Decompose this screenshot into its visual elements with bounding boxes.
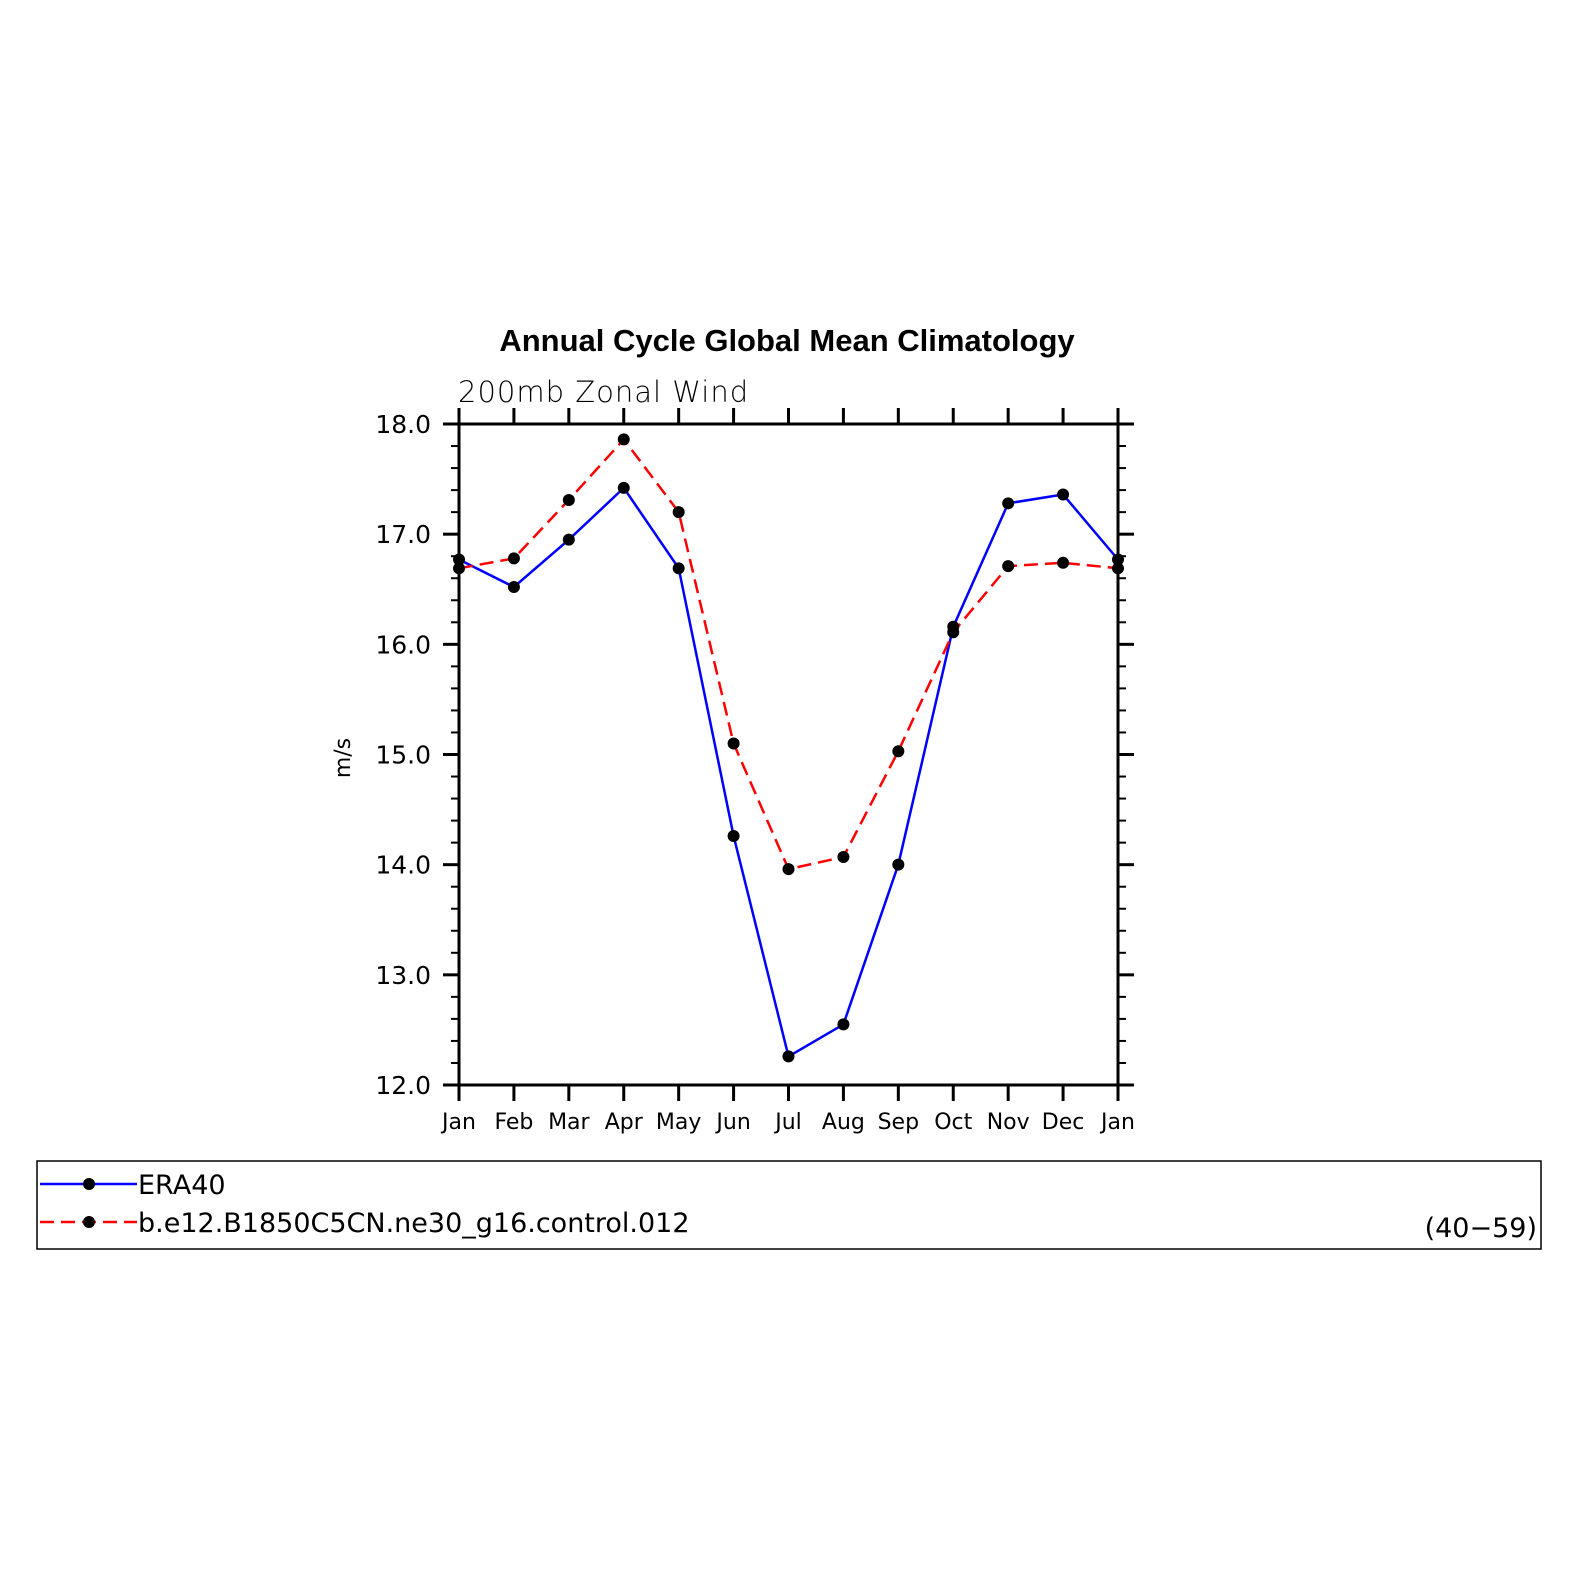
- series-1-point: [562, 494, 575, 507]
- series-1-point: [727, 737, 740, 750]
- x-tick-label: Jun: [714, 1110, 750, 1135]
- legend-box: [36, 1160, 1542, 1250]
- legend: (40−59) ERA40 b.e12.B1850C5CN.ne30_g16.co…: [36, 1160, 1542, 1250]
- series-1-point: [507, 552, 520, 565]
- series-0-point: [782, 1050, 795, 1063]
- series-0-point: [562, 533, 575, 546]
- series-0-point: [672, 562, 685, 575]
- chart-subtitle: 200mb Zonal Wind: [458, 375, 749, 409]
- y-tick-label: 12.0: [375, 1071, 431, 1100]
- x-tick-label: Mar: [548, 1110, 590, 1135]
- series-1-point: [672, 506, 685, 519]
- x-tick-label: Aug: [822, 1110, 865, 1135]
- series-0-point: [892, 858, 905, 871]
- x-tick-label: Nov: [987, 1110, 1030, 1135]
- y-tick-label: 18.0: [375, 410, 431, 439]
- series-0-point: [727, 830, 740, 843]
- series-line-1: [458, 437, 1119, 871]
- chart-title: Annual Cycle Global Mean Climatology: [499, 323, 1075, 358]
- series-1-point: [1057, 556, 1070, 569]
- x-tick-label: Jan: [440, 1110, 476, 1135]
- x-tick-label: Jul: [773, 1110, 802, 1135]
- legend-label-1: b.e12.B1850C5CN.ne30_g16.control.012: [138, 1208, 690, 1239]
- y-tick-label: 17.0: [375, 520, 431, 549]
- series-1-point: [1002, 560, 1015, 573]
- x-tick-label: Apr: [605, 1110, 644, 1135]
- series-0-point: [1002, 497, 1015, 510]
- series-0-point: [837, 1018, 850, 1031]
- series-1-point: [617, 433, 630, 446]
- axes: 12.0 13.0 14.0 15.0 16.0 17.0 18.0 Jan Feb Mar Apr…: [375, 408, 1135, 1135]
- x-tick-label: Dec: [1042, 1110, 1085, 1135]
- x-tick-label: Feb: [494, 1110, 533, 1135]
- series-0-point: [507, 581, 520, 594]
- x-tick-label: Oct: [934, 1110, 972, 1135]
- y-tick-label: 14.0: [375, 851, 431, 880]
- x-tick-label: Jan: [1099, 1110, 1135, 1135]
- series-group: [453, 433, 1124, 1063]
- legend-label-0: ERA40: [138, 1170, 226, 1201]
- x-tick-label: May: [656, 1110, 701, 1135]
- series-line-0: [458, 485, 1119, 1059]
- y-tick-label: 15.0: [375, 741, 431, 770]
- x-tick-label: Sep: [878, 1110, 919, 1135]
- series-1-point: [782, 863, 795, 876]
- legend-note: (40−59): [1425, 1213, 1537, 1244]
- y-tick-label: 16.0: [375, 630, 431, 659]
- legend-marker-1: [83, 1216, 95, 1228]
- y-axis-label: m/s: [331, 738, 356, 778]
- series-1-point: [947, 626, 960, 639]
- series-0-point: [617, 481, 630, 494]
- series-0-point: [1057, 488, 1070, 501]
- series-1-point: [837, 850, 850, 863]
- legend-marker-0: [83, 1178, 95, 1190]
- series-1-point: [892, 745, 905, 758]
- plot-frame: [457, 422, 1120, 1087]
- y-tick-label: 13.0: [375, 961, 431, 990]
